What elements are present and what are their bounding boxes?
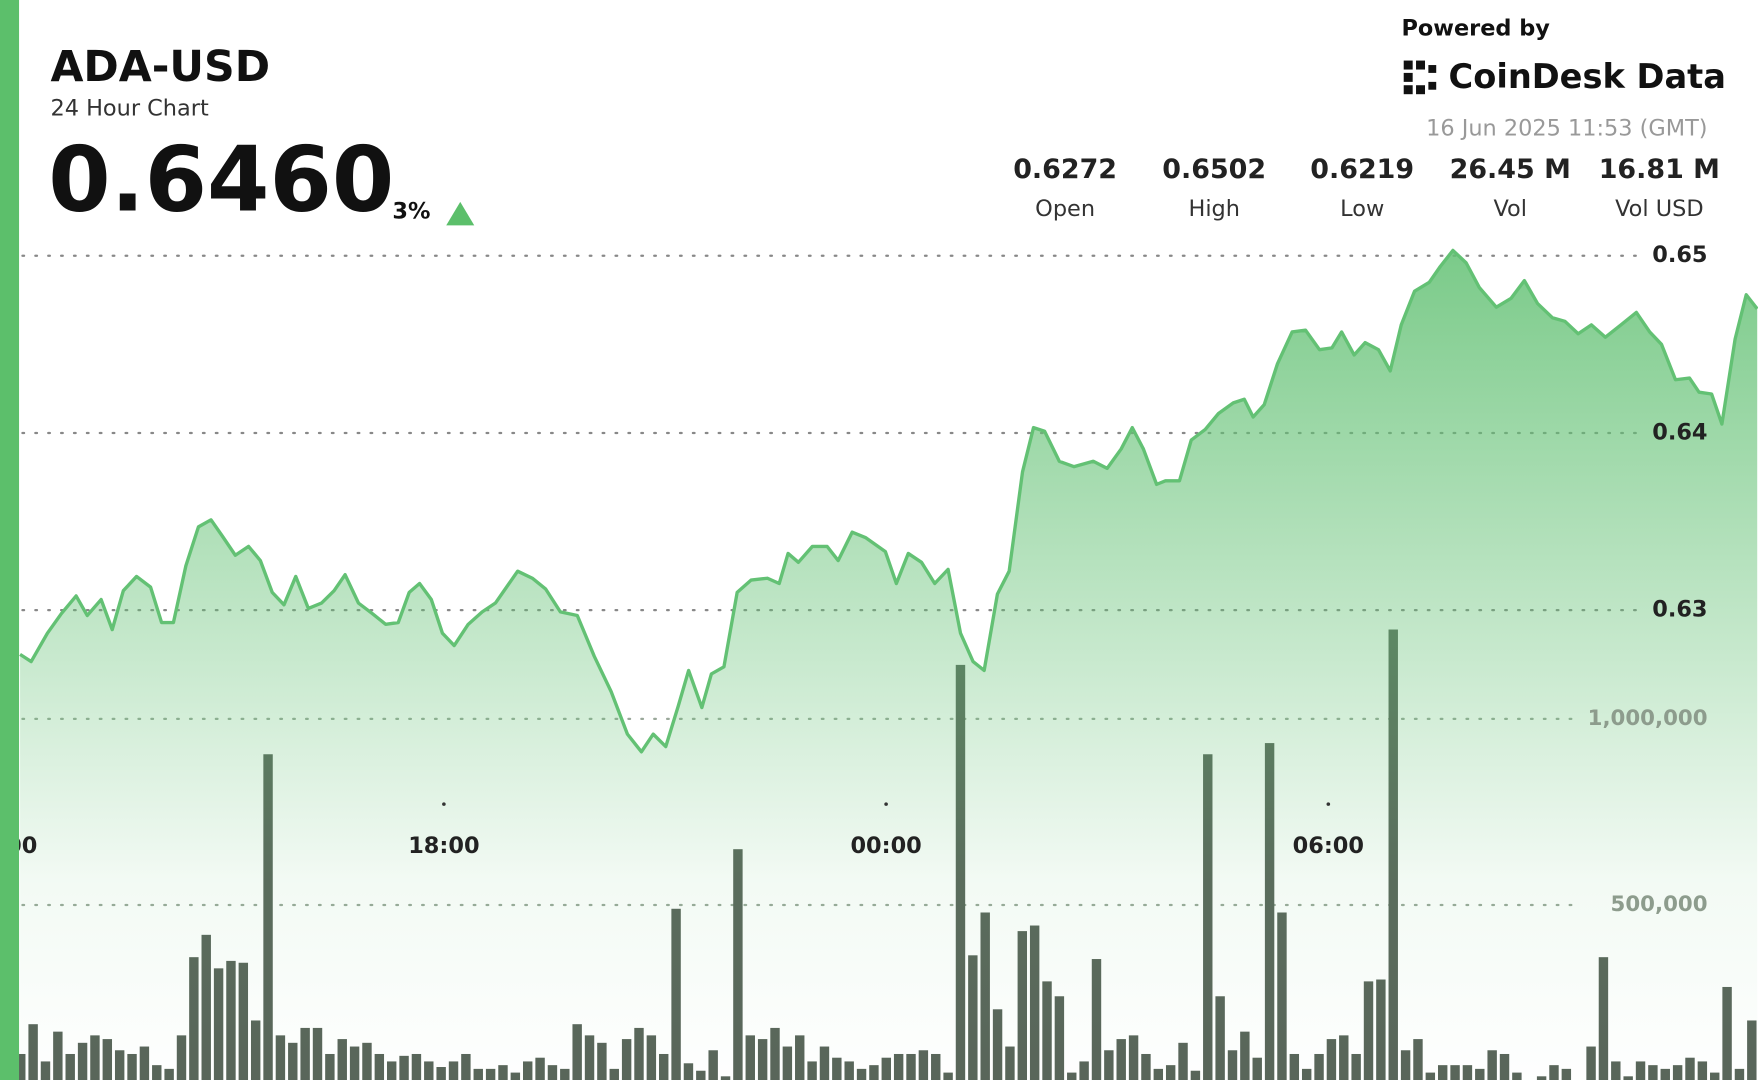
brand-logo: [1403, 60, 1437, 95]
y-tick-label: 0.63: [1652, 597, 1707, 623]
accent-bar: [0, 0, 20, 1080]
plot-area: 0.630.640.6512:0018:0000:0006:00500,0001…: [0, 242, 1758, 1080]
subtitle: 24 Hour Chart: [50, 95, 208, 121]
x-tick-mark: [884, 802, 888, 806]
y-tick-label: 0.64: [1652, 419, 1707, 445]
stat-value: 26.45 M: [1450, 154, 1571, 185]
stat-label: Vol USD: [1615, 196, 1704, 222]
line-layer: [19, 248, 1758, 754]
change: 3%: [392, 198, 430, 224]
x-tick-label: 18:00: [408, 833, 479, 859]
symbol: ADA-USD: [50, 42, 270, 92]
price-line: [19, 248, 1758, 754]
stat-label: Vol: [1493, 196, 1527, 222]
x-tick-mark: [1326, 802, 1331, 806]
x-tick-mark: [442, 802, 446, 806]
stat-value: 0.6502: [1162, 154, 1266, 185]
x-tick-label: 06:00: [1293, 833, 1364, 859]
powered-by: Powered by: [1401, 16, 1550, 42]
brand: CoinDesk Data: [1449, 57, 1726, 96]
stats: 0.6272 Open 0.6502 High 0.6219 Low 26.45…: [1013, 154, 1720, 222]
stat-value: 0.6219: [1310, 154, 1414, 185]
x-tick-label: 00:00: [850, 833, 921, 859]
y2-tick-label: 1,000,000: [1588, 706, 1708, 731]
y-tick-label: 0.65: [1652, 242, 1707, 268]
price-area: [20, 250, 1758, 1080]
stat-label: Open: [1035, 196, 1095, 222]
price: 0.6460: [48, 129, 394, 233]
y2-tick-label: 500,000: [1611, 892, 1708, 917]
up-arrow: [446, 201, 475, 226]
stat-label: High: [1188, 196, 1239, 222]
area-layer: [20, 250, 1758, 1080]
stat-value: 0.6272: [1013, 154, 1117, 185]
stat-label: Low: [1340, 196, 1384, 222]
timestamp: 16 Jun 2025 11:53 (GMT): [1426, 115, 1707, 141]
stat-value: 16.81 M: [1599, 154, 1720, 185]
